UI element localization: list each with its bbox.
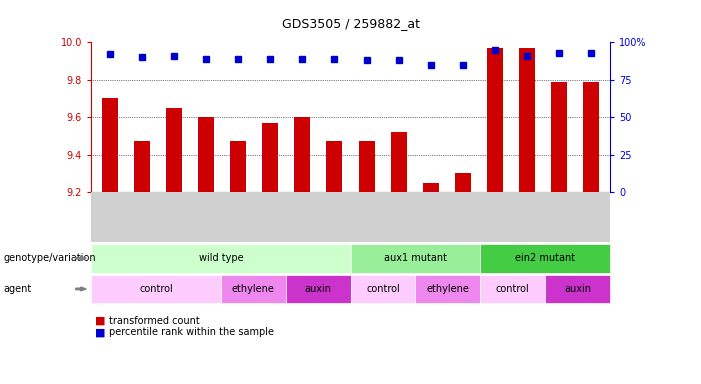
Bar <box>454 173 470 192</box>
Text: percentile rank within the sample: percentile rank within the sample <box>109 327 273 337</box>
Bar <box>102 98 118 192</box>
Bar <box>550 81 566 192</box>
Bar <box>486 48 503 192</box>
Text: ein2 mutant: ein2 mutant <box>515 253 575 263</box>
Text: auxin: auxin <box>564 284 591 294</box>
Bar <box>519 48 535 192</box>
Text: transformed count: transformed count <box>109 316 199 326</box>
Bar <box>390 132 407 192</box>
Text: genotype/variation: genotype/variation <box>4 253 96 263</box>
Text: wild type: wild type <box>198 253 243 263</box>
Bar <box>198 117 215 192</box>
Text: agent: agent <box>4 284 32 294</box>
Text: ■: ■ <box>95 327 105 337</box>
Text: control: control <box>366 284 400 294</box>
Bar <box>583 81 599 192</box>
Text: ethylene: ethylene <box>232 284 275 294</box>
Bar <box>135 141 151 192</box>
Bar <box>423 183 439 192</box>
Text: aux1 mutant: aux1 mutant <box>384 253 447 263</box>
Bar <box>327 141 343 192</box>
Text: control: control <box>496 284 529 294</box>
Text: ■: ■ <box>95 316 105 326</box>
Bar <box>262 123 278 192</box>
Text: auxin: auxin <box>304 284 332 294</box>
Bar <box>166 108 182 192</box>
Bar <box>358 141 374 192</box>
Text: control: control <box>139 284 173 294</box>
Text: GDS3505 / 259882_at: GDS3505 / 259882_at <box>282 17 419 30</box>
Text: ethylene: ethylene <box>426 284 469 294</box>
Bar <box>231 141 247 192</box>
Bar <box>294 117 311 192</box>
